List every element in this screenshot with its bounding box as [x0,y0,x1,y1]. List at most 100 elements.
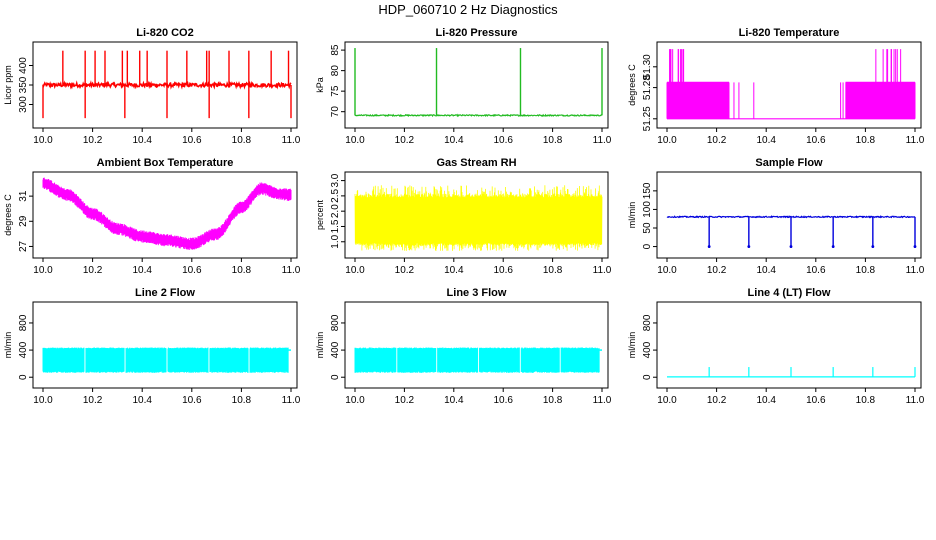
panel-title: Sample Flow [755,157,823,169]
x-tick-label: 10.8 [856,395,876,406]
x-tick-label: 10.8 [543,265,563,276]
panel-title: Line 3 Flow [447,287,507,299]
x-tick-label: 10.0 [345,265,365,276]
x-tick-label: 10.6 [493,395,513,406]
plot-frame [32,171,298,259]
x-tick-label: 11.0 [282,135,301,146]
panel-title: Line 4 (LT) Flow [748,287,831,299]
x-tick-label: 11.0 [906,135,925,146]
x-tick-label: 10.0 [33,395,53,406]
plot-frame [344,171,609,259]
x-tick-label: 11.0 [593,265,612,276]
x-tick-label: 10.0 [345,135,365,146]
y-tick-label: 85 [330,44,341,56]
y-axis-label: ml/min [3,332,13,359]
spike-point [747,245,751,248]
x-tick-label: 10.6 [806,135,826,146]
x-tick-label: 10.0 [33,135,53,146]
y-tick-label: 400 [18,341,29,358]
x-tick-label: 10.4 [444,265,464,276]
y-tick-label: 50 [642,222,653,234]
y-tick-label: 300 [18,96,29,113]
x-tick-label: 10.2 [707,265,727,276]
x-tick-label: 10.2 [83,395,103,406]
panels: Li-820 CO2 Licor ppm 10.0 10.2 10.4 10.6 10.8 1… [3,27,925,406]
y-tick-label: 51.28 [642,75,653,100]
y-tick-label: 0 [18,374,29,380]
x-tick-label: 10.0 [657,265,677,276]
x-tick-label: 10.4 [132,395,152,406]
y-tick-label: 150 [642,182,653,199]
x-tick-label: 11.0 [593,395,612,406]
x-tick-label: 11.0 [906,395,925,406]
x-tick-label: 10.2 [707,395,727,406]
spike-point [789,245,793,248]
plot-frame [656,171,922,259]
y-axis-label: Licor ppm [3,65,13,105]
y-tick-label: 800 [642,314,653,331]
y-axis-label: degrees C [3,194,13,236]
data-series [42,177,292,250]
y-tick-label: 3.0 [330,173,341,187]
y-axis-label: ml/min [315,332,325,359]
data-series [666,215,917,248]
y-axis-label: percent [315,199,325,230]
y-tick-label: 2.0 [330,204,341,218]
panel-title: Li-820 Temperature [739,27,840,39]
y-tick-label: 0 [642,243,653,249]
x-tick-label: 11.0 [282,395,301,406]
data-series [354,48,603,118]
x-tick-label: 10.4 [756,265,776,276]
data-series [354,347,602,373]
panel-1: Li-820 CO2 Licor ppm 10.0 10.2 10.4 10.6 10.8 1… [3,27,301,146]
x-tick-label: 10.8 [232,265,252,276]
series-line [354,185,603,251]
panel-2: Li-820 Pressure kPa 10.0 10.2 10.4 10.6 10.8 11… [315,27,612,146]
x-tick-label: 10.8 [543,135,563,146]
panel-3: Li-820 Temperature degrees C 10.0 10.2 10.4 1… [627,27,925,146]
x-tick-label: 10.2 [707,135,727,146]
x-tick-label: 10.2 [395,395,415,406]
x-tick-label: 10.6 [493,265,513,276]
x-tick-label: 10.2 [395,265,415,276]
x-tick-label: 10.2 [83,135,103,146]
panel-title: Ambient Box Temperature [97,157,234,169]
x-tick-label: 10.4 [132,265,152,276]
x-tick-label: 11.0 [906,265,925,276]
y-tick-label: 70 [330,106,341,118]
panel-title: Li-820 CO2 [136,27,193,39]
panel-title: Li-820 Pressure [436,27,518,39]
y-tick-label: 51.30 [642,54,653,79]
spike-point [831,245,835,248]
y-tick-label: 0 [330,374,341,380]
y-tick-label: 80 [330,65,341,77]
x-tick-label: 10.8 [856,265,876,276]
panel-7: Line 2 Flow ml/min 10.0 10.2 10.4 10.6 10.8 11.… [3,287,301,406]
x-tick-label: 11.0 [282,265,301,276]
x-tick-label: 10.6 [182,395,202,406]
x-tick-label: 10.4 [756,135,776,146]
data-series [667,367,916,378]
y-tick-label: 51.25 [642,106,653,131]
x-tick-label: 10.0 [33,265,53,276]
plot-frame [344,301,609,389]
main-title: HDP_060710 2 Hz Diagnostics [378,2,558,17]
panel-4: Ambient Box Temperature degrees C 10.0 10.2… [3,157,301,276]
plot-frame [656,301,922,389]
panel-5: Gas Stream RH percent 10.0 10.2 10.4 10.6 10.8… [315,157,612,276]
y-tick-label: 350 [18,76,29,93]
x-tick-label: 10.6 [182,265,202,276]
y-tick-label: 0 [642,374,653,380]
x-tick-label: 10.0 [345,395,365,406]
y-tick-label: 29 [18,215,29,227]
plot-frame [656,41,922,129]
y-tick-label: 800 [330,314,341,331]
panel-title: Gas Stream RH [436,157,516,169]
data-series [42,347,291,373]
spike-point [913,245,917,248]
y-tick-label: 27 [18,240,29,252]
spike-point [707,245,711,248]
y-tick-label: 1.5 [330,219,341,233]
